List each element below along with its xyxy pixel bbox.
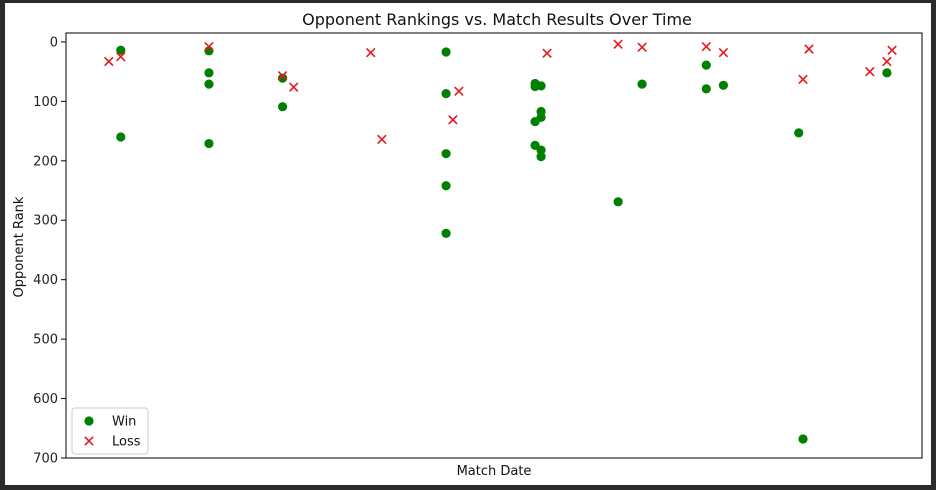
loss-legend-marker — [84, 436, 94, 446]
y-tick-label: 600 — [33, 392, 58, 407]
y-tick-label: 700 — [33, 452, 58, 467]
win-point — [701, 84, 711, 94]
loss-point — [365, 47, 376, 58]
win-legend-marker — [84, 416, 94, 426]
loss-point — [542, 48, 552, 58]
win-point — [701, 60, 711, 70]
legend: Win Loss — [71, 407, 149, 455]
loss-point — [204, 41, 214, 52]
loss-point — [637, 42, 647, 53]
loss-point — [798, 74, 808, 85]
win-point — [441, 47, 451, 57]
win-point — [277, 102, 288, 112]
loss-point — [448, 115, 458, 125]
win-point — [536, 112, 546, 123]
y-tick-label: 0 — [50, 35, 58, 50]
win-point — [718, 80, 729, 90]
scatter-chart: Opponent Rankings vs. Match Results Over… — [12, 10, 923, 479]
y-tick-label: 300 — [33, 214, 58, 229]
y-tick-label: 400 — [33, 273, 58, 288]
win-point — [204, 138, 214, 149]
loss-point — [804, 44, 814, 54]
loss-point — [454, 86, 464, 97]
x-axis-title: Match Date — [457, 464, 532, 479]
win-point — [798, 434, 808, 444]
chart-figure: Opponent Rankings vs. Match Results Over… — [5, 3, 931, 485]
win-point — [441, 228, 451, 238]
plot-area — [65, 32, 923, 459]
win-point — [441, 181, 451, 191]
win-point — [536, 152, 546, 162]
loss-point — [116, 52, 126, 62]
y-tick-label: 200 — [33, 154, 58, 169]
legend-label: Win — [112, 415, 136, 430]
win-point — [116, 45, 126, 55]
win-point — [536, 145, 546, 155]
loss-point — [887, 45, 897, 56]
win-point — [441, 149, 451, 159]
loss-point — [277, 71, 288, 81]
loss-point — [882, 56, 892, 67]
win-point — [637, 79, 647, 89]
loss-point — [718, 47, 729, 58]
loss-point — [377, 134, 387, 145]
y-axis: 0 100 200 300 400 500 600 700 — [33, 35, 66, 467]
loss-point — [288, 82, 299, 92]
chart-title: Opponent Rankings vs. Match Results Over… — [302, 10, 692, 29]
win-point — [204, 68, 214, 78]
win-point — [536, 81, 546, 91]
win-point — [204, 79, 214, 89]
y-tick-label: 100 — [33, 95, 58, 110]
loss-point — [865, 66, 875, 77]
win-point — [794, 128, 804, 138]
y-tick-label: 500 — [33, 333, 58, 348]
legend-label: Loss — [112, 435, 141, 450]
loss-point — [104, 56, 114, 67]
loss-point — [701, 41, 712, 52]
win-point — [116, 132, 126, 142]
data-points — [104, 39, 897, 444]
win-point — [277, 73, 288, 83]
win-point — [882, 68, 892, 78]
win-point — [441, 89, 451, 99]
y-axis-title: Opponent Rank — [12, 196, 27, 297]
loss-point — [613, 39, 623, 50]
win-point — [613, 197, 623, 207]
